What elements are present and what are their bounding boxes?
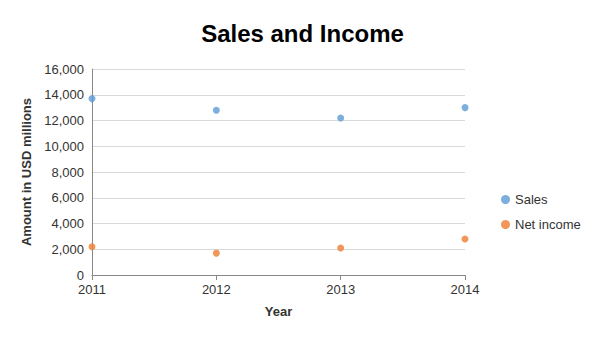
svg-text:8,000: 8,000 <box>51 165 84 180</box>
svg-text:Amount in USD millions: Amount in USD millions <box>19 98 34 246</box>
svg-text:Year: Year <box>265 304 292 319</box>
svg-text:12,000: 12,000 <box>44 113 84 128</box>
svg-text:16,000: 16,000 <box>44 62 84 77</box>
svg-text:2014: 2014 <box>451 282 480 297</box>
svg-text:4,000: 4,000 <box>51 216 84 231</box>
svg-text:Sales and Income: Sales and Income <box>201 20 404 47</box>
svg-text:Sales: Sales <box>515 192 548 207</box>
svg-text:2011: 2011 <box>78 282 106 297</box>
svg-text:6,000: 6,000 <box>51 190 84 205</box>
svg-text:0: 0 <box>77 268 84 283</box>
svg-text:14,000: 14,000 <box>44 87 84 102</box>
svg-text:2,000: 2,000 <box>51 242 84 257</box>
svg-text:2012: 2012 <box>202 282 231 297</box>
svg-text:Net income: Net income <box>515 217 581 232</box>
svg-text:2013: 2013 <box>326 282 355 297</box>
svg-text:10,000: 10,000 <box>44 139 84 154</box>
